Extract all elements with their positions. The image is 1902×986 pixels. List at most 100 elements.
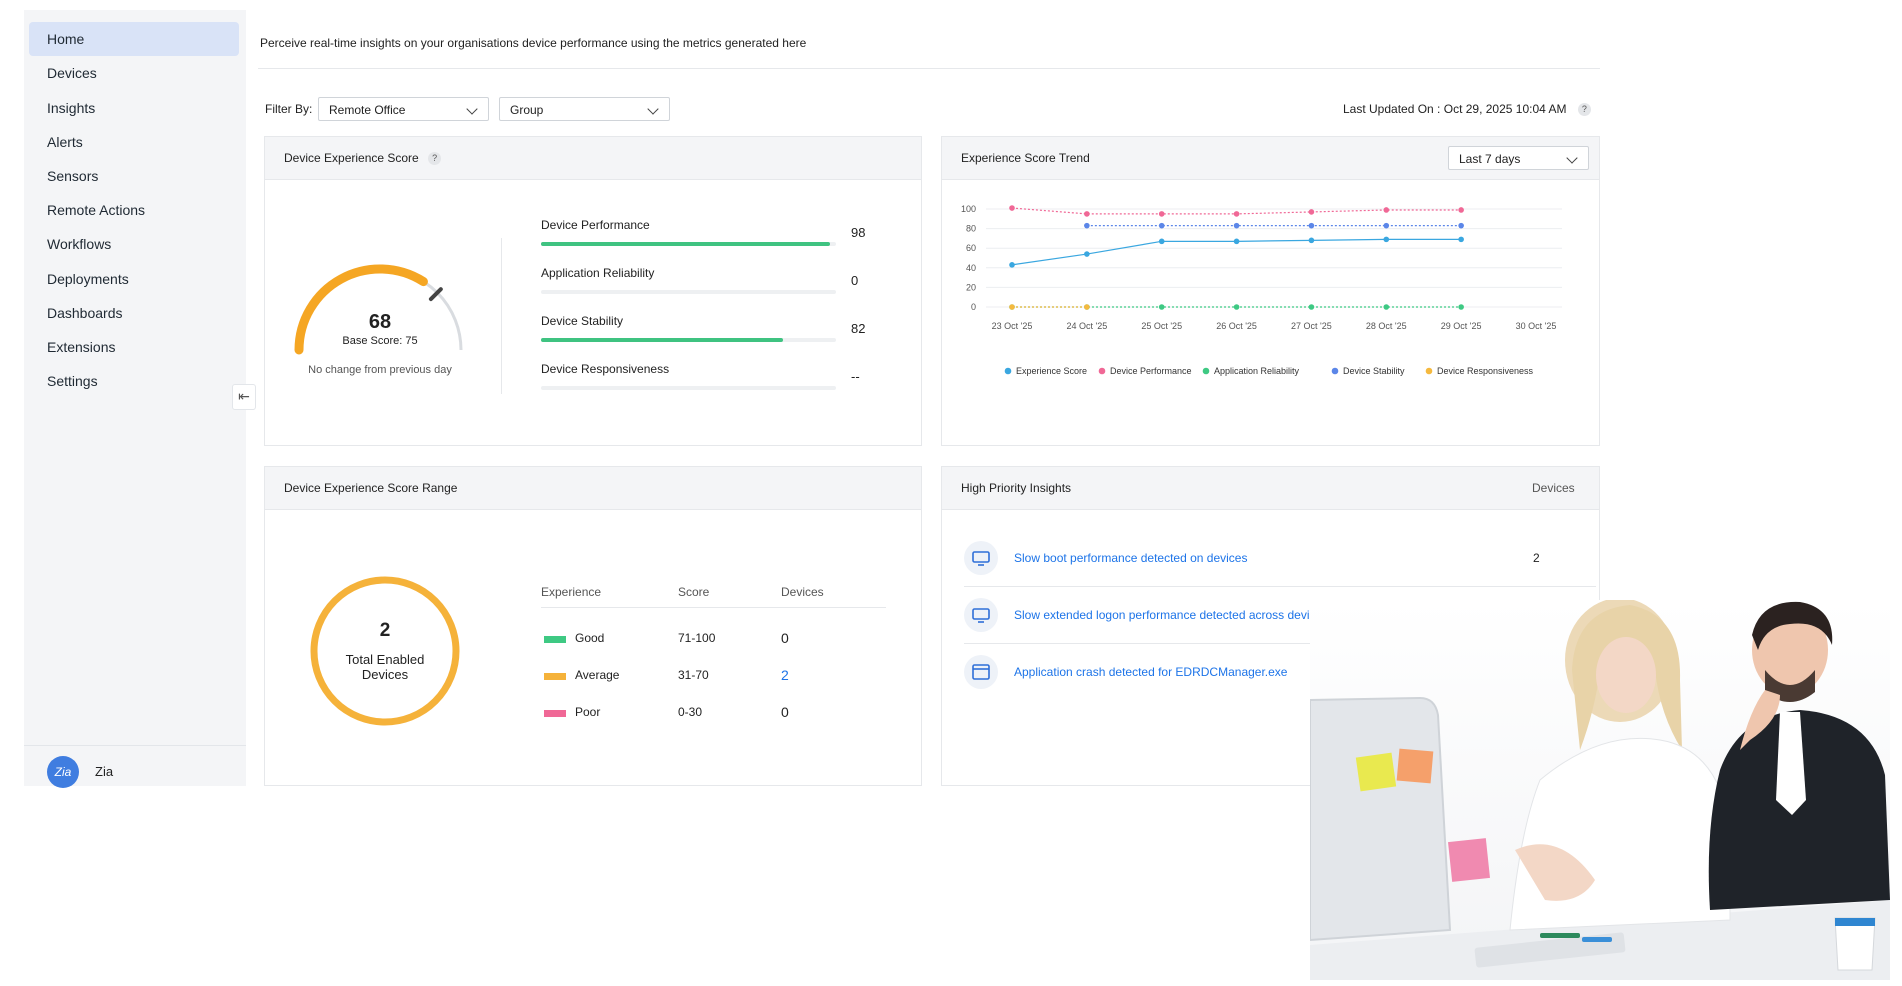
help-icon[interactable]: ? xyxy=(428,152,442,166)
filter-label: Filter By: xyxy=(265,102,313,116)
range-header-experience: Experience xyxy=(541,585,602,599)
legend-marker xyxy=(1098,367,1106,375)
people-photo-illustration xyxy=(1310,600,1890,980)
score-change-text: No change from previous day xyxy=(308,364,452,376)
page-subtitle: Perceive real-time insights on your orga… xyxy=(260,36,807,50)
sidebar-item-remote-actions[interactable]: Remote Actions xyxy=(47,202,146,218)
sidebar-item-extensions[interactable]: Extensions xyxy=(47,339,116,355)
average-swatch xyxy=(544,673,566,680)
data-point xyxy=(1158,211,1165,217)
legend-label: Device Performance xyxy=(1110,366,1192,376)
card-title: Device Experience Score ? xyxy=(284,151,442,166)
chevron-down-icon xyxy=(1566,152,1578,164)
metric-fill xyxy=(541,242,831,246)
group-filter-value: Group xyxy=(510,103,544,117)
insight-row[interactable]: Application crash detected for EDRDCMana… xyxy=(964,643,1596,700)
metric-label: Device Responsiveness xyxy=(541,362,670,376)
experience-gauge xyxy=(294,264,463,355)
zia-avatar[interactable]: Zia xyxy=(47,756,79,788)
total-devices-count: 2 xyxy=(379,620,391,641)
range-label: Poor xyxy=(575,705,601,719)
average-devices-link[interactable]: 2 xyxy=(781,667,789,683)
insights-card-title: High Priority Insights xyxy=(961,481,1072,495)
date-range-select[interactable]: Last 7 days xyxy=(1448,146,1589,170)
x-tick-label: 29 Oct '25 xyxy=(1441,321,1482,331)
total-devices-label-line2: Devices xyxy=(361,667,409,682)
x-tick-label: 27 Oct '25 xyxy=(1291,321,1332,331)
data-point xyxy=(1458,222,1464,229)
metric-track xyxy=(541,290,836,294)
range-label: Average xyxy=(575,668,620,682)
sidebar-item-sensors[interactable]: Sensors xyxy=(47,168,99,184)
total-devices-label-line1: Total Enabled xyxy=(345,652,425,667)
data-point xyxy=(1383,222,1390,229)
x-tick-label: 30 Oct '25 xyxy=(1516,321,1557,331)
location-filter-select[interactable]: Remote Office xyxy=(318,97,489,121)
people-photo xyxy=(1310,600,1890,980)
collapse-sidebar-icon[interactable]: ⇤ xyxy=(232,384,256,410)
window-icon xyxy=(964,655,998,689)
device-experience-score-card: Device Experience Score ? 68 Base Score:… xyxy=(264,136,922,446)
sidebar-footer: Zia Zia xyxy=(24,745,246,788)
last-updated-label: Last Updated On : Oct 29, 2025 10:04 AM xyxy=(1343,102,1567,116)
range-header-devices: Devices xyxy=(781,585,824,599)
metric-value: 0 xyxy=(851,273,859,288)
insight-link[interactable]: Application crash detected for EDRDCMana… xyxy=(1014,665,1288,679)
sidebar-item-insights[interactable]: Insights xyxy=(47,100,96,116)
gauge-arc xyxy=(294,264,428,355)
data-point xyxy=(1158,238,1165,245)
chevron-down-icon xyxy=(466,103,478,115)
insight-row[interactable]: Slow boot performance detected on device… xyxy=(964,529,1596,587)
data-point xyxy=(1383,236,1390,243)
card-header: Device Experience Score Range xyxy=(265,467,921,510)
insight-link[interactable]: Slow boot performance detected on device… xyxy=(1014,551,1248,565)
data-point xyxy=(1308,209,1315,215)
range-score: 71-100 xyxy=(678,631,716,645)
card-header: High Priority Insights Devices xyxy=(942,467,1599,510)
good-swatch xyxy=(544,636,566,643)
poor-swatch xyxy=(544,710,566,717)
sidebar-item-dashboards[interactable]: Dashboards xyxy=(47,305,123,321)
y-tick-label: 80 xyxy=(966,224,976,234)
score-value: 68 xyxy=(368,311,392,333)
x-tick-label: 28 Oct '25 xyxy=(1366,321,1407,331)
legend-marker xyxy=(1004,367,1012,375)
legend-label: Device Stability xyxy=(1343,366,1405,376)
insight-link[interactable]: Slow extended logon performance detected… xyxy=(1014,608,1329,622)
group-filter-select[interactable]: Group xyxy=(499,97,670,121)
metric-label: Device Performance xyxy=(541,218,650,232)
metric-label: Application Reliability xyxy=(541,266,655,280)
insight-count: 2 xyxy=(1533,551,1540,565)
range-devices: 0 xyxy=(781,630,789,646)
zia-label[interactable]: Zia xyxy=(95,764,114,779)
data-point xyxy=(1308,222,1315,229)
data-point xyxy=(1158,304,1165,310)
range-label: Good xyxy=(575,631,605,645)
range-devices: 0 xyxy=(781,704,789,720)
data-point xyxy=(1158,222,1165,229)
sidebar-item-devices[interactable]: Devices xyxy=(47,65,97,81)
sidebar-item-deployments[interactable]: Deployments xyxy=(47,271,129,287)
monitor-icon xyxy=(964,541,998,575)
data-point xyxy=(1084,222,1090,229)
help-icon[interactable]: ? xyxy=(1577,103,1591,117)
metric-track xyxy=(541,338,836,342)
card-header: Device Experience Score ? xyxy=(265,137,921,180)
sidebar-item-settings[interactable]: Settings xyxy=(47,373,98,389)
data-point xyxy=(1084,304,1090,310)
sidebar-item-home[interactable]: Home xyxy=(29,22,239,56)
y-tick-label: 40 xyxy=(966,263,976,273)
data-point xyxy=(1383,304,1390,310)
sidebar-item-workflows[interactable]: Workflows xyxy=(47,236,112,252)
legend-marker xyxy=(1331,367,1339,375)
header-divider xyxy=(258,68,1600,69)
date-range-value: Last 7 days xyxy=(1459,152,1521,166)
data-point xyxy=(1009,205,1015,211)
devices-ring-circle xyxy=(310,576,460,726)
data-point xyxy=(1308,237,1315,244)
data-point xyxy=(1458,236,1464,243)
x-tick-label: 23 Oct '25 xyxy=(992,321,1033,331)
sidebar-item-alerts[interactable]: Alerts xyxy=(47,134,83,150)
trend-card-title: Experience Score Trend xyxy=(961,151,1090,165)
insights-devices-header: Devices xyxy=(1532,481,1575,495)
